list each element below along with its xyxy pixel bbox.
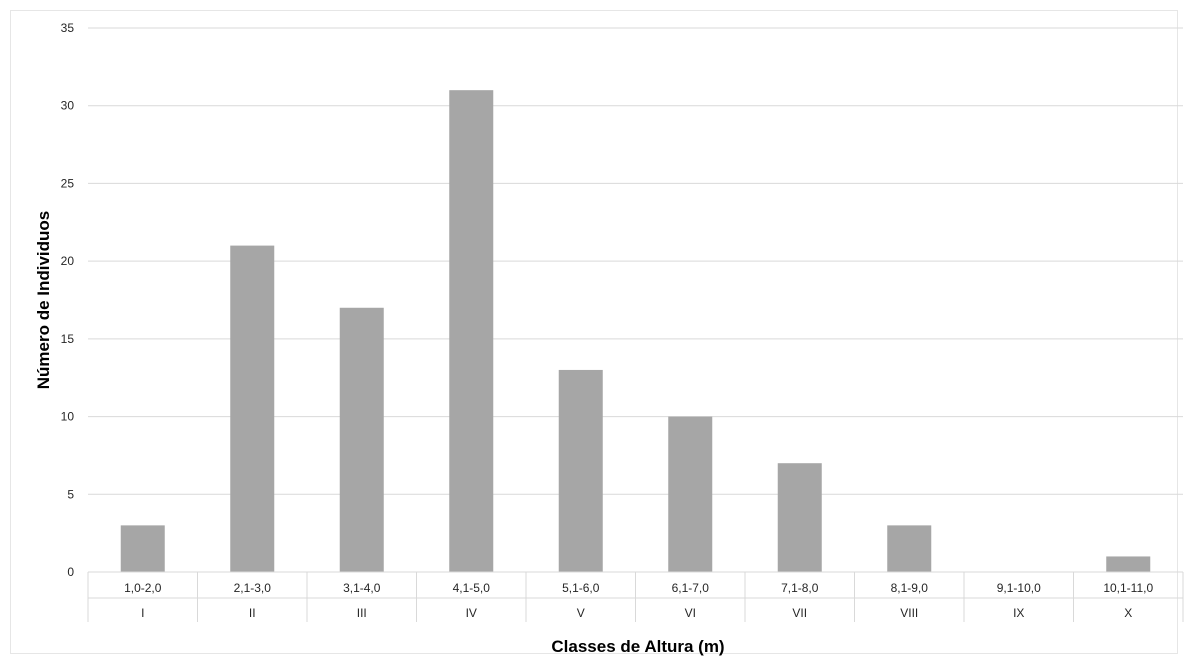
x-tick-label: 5,1-6,0 [562, 581, 600, 595]
bar [120, 525, 165, 572]
y-tick-label: 35 [61, 21, 75, 35]
x-group-label: VI [685, 606, 696, 620]
y-tick-label: 0 [67, 565, 74, 579]
bar [558, 369, 603, 572]
x-axis-title: Classes de Altura (m) [551, 637, 724, 656]
x-group-label: V [577, 606, 585, 620]
x-tick-label: 2,1-3,0 [234, 581, 272, 595]
y-tick-label: 10 [61, 410, 75, 424]
y-axis-title: Número de Individuos [34, 211, 53, 390]
labels: 0 5 10 15 20 25 30 35 1,0-2,0 I 2,1-3,0 II 3,1-4,0 II… [61, 21, 1154, 620]
bar [777, 463, 822, 572]
bar [1106, 556, 1151, 572]
y-tick-label: 20 [61, 254, 75, 268]
y-tick-label: 15 [61, 332, 75, 346]
bar [887, 525, 932, 572]
bar [230, 245, 275, 572]
x-tick-label: 6,1-7,0 [672, 581, 710, 595]
bar [449, 90, 494, 573]
x-tick-label: 1,0-2,0 [124, 581, 162, 595]
x-tick-label: 10,1-11,0 [1103, 581, 1153, 595]
y-tick-label: 30 [61, 99, 75, 113]
bar [668, 416, 713, 572]
x-group-label: IX [1013, 606, 1024, 620]
y-tick-label: 25 [61, 176, 75, 190]
x-tick-label: 3,1-4,0 [343, 581, 381, 595]
x-group-label: I [141, 606, 144, 620]
x-group-label: II [249, 606, 256, 620]
x-group-label: VIII [900, 606, 918, 620]
bars [120, 90, 1151, 573]
bar [339, 307, 384, 572]
y-tick-label: 5 [67, 487, 74, 501]
x-group-label: X [1124, 606, 1132, 620]
x-tick-label: 8,1-9,0 [891, 581, 929, 595]
x-tick-label: 9,1-10,0 [997, 581, 1041, 595]
x-tick-label: 7,1-8,0 [781, 581, 819, 595]
axes [87, 571, 1184, 622]
x-tick-label: 4,1-5,0 [453, 581, 491, 595]
x-group-label: IV [466, 606, 477, 620]
x-group-label: VII [792, 606, 807, 620]
x-group-label: III [357, 606, 367, 620]
